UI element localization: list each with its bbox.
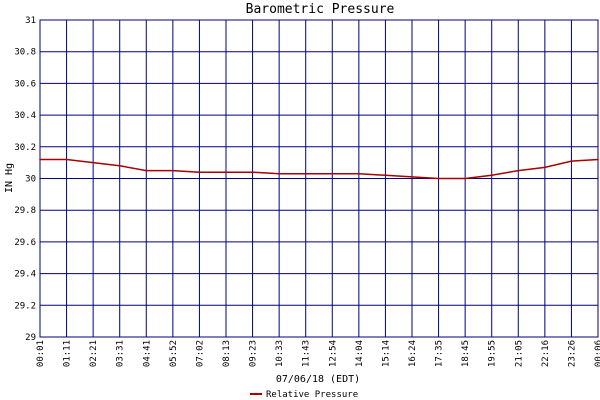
data-point [464,177,466,180]
x-tick-label: 03:31 [116,340,126,367]
y-tick-label: 29.8 [14,206,36,216]
series-line-relative-pressure [40,158,599,180]
data-point [172,169,174,172]
x-tick-label: 22:16 [541,340,551,367]
data-point [517,169,520,172]
data-point [384,174,387,177]
data-point [251,171,254,173]
x-tick-label: 07:02 [195,340,205,367]
y-tick-label: 30.6 [14,79,36,89]
data-point [39,158,41,161]
y-tick-label: 29.2 [14,301,36,311]
data-point [145,169,148,172]
x-tick-label: 08:13 [222,340,232,367]
data-point [411,176,413,178]
x-tick-label: 00:01 [36,340,46,367]
data-point [597,158,599,161]
x-tick-label: 12:54 [328,340,338,367]
x-tick-label: 02:21 [89,340,99,367]
x-tick-label: 00:06 [594,340,600,367]
x-tick-label: 17:35 [435,340,445,367]
data-point [65,158,68,161]
data-point [304,172,307,175]
x-axis-ticks: 00:01 01:11 02:21 03:31 04:41 05:52 07:02 08:13… [36,340,600,367]
y-axis-label: IN Hg [4,163,15,193]
x-tick-label: 16:24 [408,340,418,367]
data-point [331,172,334,175]
y-axis-ticks: 29 29.2 29.4 29.6 29.8 30 30.2 30.4 30.6 30.8 31 [14,16,36,343]
data-point [92,161,94,164]
chart-grid [39,19,599,338]
data-point [544,166,546,169]
x-tick-label: 04:41 [142,340,152,367]
data-point [198,171,201,173]
legend-label: Relative Pressure [266,390,358,400]
data-point [358,172,360,175]
data-point [225,171,227,173]
x-tick-label: 10:33 [275,340,285,367]
x-tick-label: 01:11 [63,340,73,367]
data-point [490,174,493,177]
x-tick-label: 21:05 [514,340,524,367]
y-tick-label: 30.4 [14,111,36,121]
series-layer [39,158,599,180]
legend: Relative Pressure [250,390,358,400]
x-axis-label: 07/06/18 (EDT) [276,374,360,385]
x-tick-label: 18:45 [461,340,471,367]
data-point [278,172,280,175]
y-tick-label: 30.8 [14,48,36,58]
data-point [570,160,573,162]
y-tick-label: 29.4 [14,270,36,280]
x-tick-label: 15:14 [381,340,391,367]
y-tick-label: 31 [25,16,36,26]
x-tick-label: 11:43 [302,340,312,367]
data-point [437,177,440,180]
x-tick-label: 19:55 [488,340,498,367]
x-tick-label: 09:23 [249,340,259,367]
x-tick-label: 05:52 [169,340,179,367]
y-tick-label: 29 [25,333,36,343]
x-tick-label: 23:26 [567,340,577,367]
data-point [118,165,121,167]
y-tick-label: 30.2 [14,143,36,153]
y-tick-label: 29.6 [14,238,36,248]
chart-title: Barometric Pressure [246,2,395,17]
x-tick-label: 14:04 [355,340,365,367]
y-tick-label: 30 [25,175,36,185]
